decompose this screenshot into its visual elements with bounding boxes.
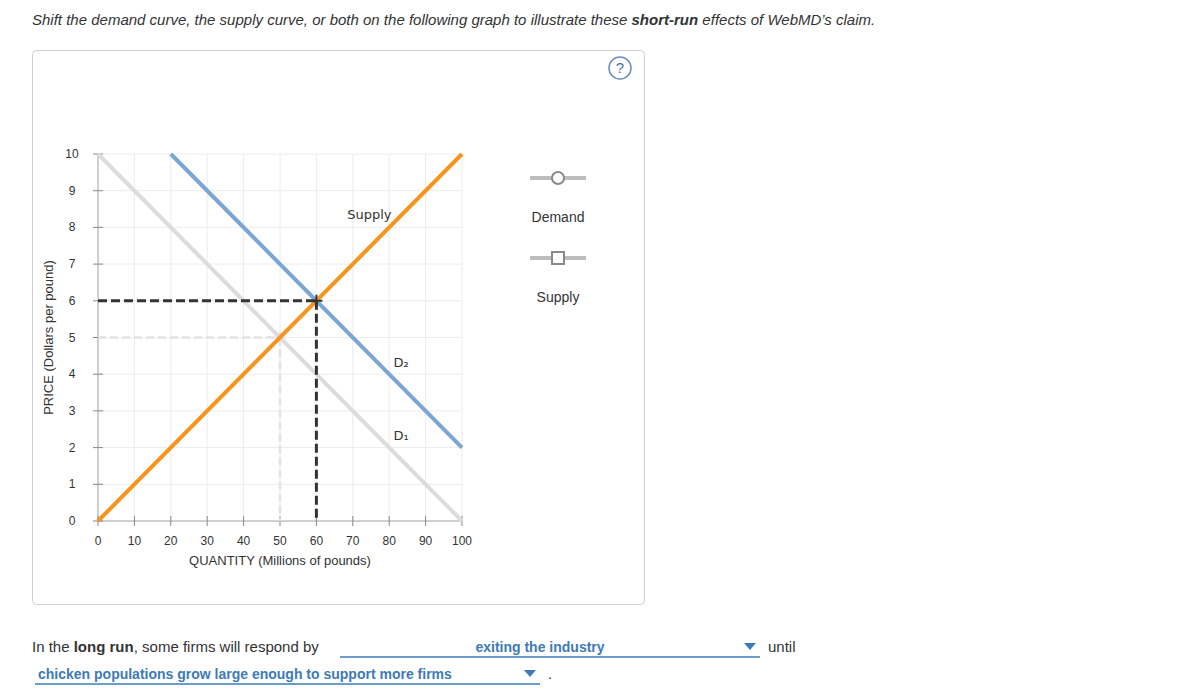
y-tick-label: 9 bbox=[69, 184, 76, 198]
y-tick bbox=[93, 447, 103, 448]
y-tick bbox=[93, 374, 103, 375]
y-tick-label: 7 bbox=[69, 257, 76, 271]
long-run-text: In the long run, some firms will respond… bbox=[32, 638, 319, 655]
grid-line-y bbox=[98, 300, 462, 301]
x-tick bbox=[243, 516, 244, 526]
y-tick bbox=[93, 264, 103, 265]
equilibrium-price-line bbox=[98, 299, 316, 302]
x-tick-label: 80 bbox=[383, 534, 397, 548]
x-tick bbox=[425, 516, 426, 526]
long-run-part: long run bbox=[74, 638, 134, 655]
dropdown-arrow[interactable] bbox=[744, 643, 756, 650]
page: Shift the demand curve, the supply curve… bbox=[0, 0, 1200, 693]
x-tick bbox=[352, 516, 353, 526]
help-text[interactable]: ? bbox=[616, 59, 624, 76]
x-tick bbox=[389, 516, 390, 526]
equilibrium-price-line bbox=[98, 336, 280, 339]
long-run-part: , some firms will respond by bbox=[134, 638, 320, 655]
palette-item[interactable]: Supply bbox=[530, 252, 586, 305]
y-tick-label: 5 bbox=[69, 331, 76, 345]
y-tick bbox=[93, 227, 103, 228]
palette-label[interactable]: Demand bbox=[532, 209, 585, 225]
x-tick-label: 10 bbox=[128, 534, 142, 548]
dropdown-arrow[interactable] bbox=[524, 670, 536, 677]
long-run-text: . bbox=[548, 665, 552, 682]
dropdown-text[interactable]: chicken populations grow large enough to… bbox=[38, 666, 452, 682]
equilibrium-quantity-line bbox=[315, 301, 318, 521]
curve-label: D₂ bbox=[394, 355, 409, 370]
x-tick-label: 30 bbox=[201, 534, 215, 548]
y-tick-label: 0 bbox=[69, 514, 76, 528]
equilibrium bbox=[98, 295, 322, 521]
x-tick-label: 60 bbox=[310, 534, 324, 548]
x-axis-title: QUANTITY (Millions of pounds) bbox=[189, 553, 371, 568]
long-run-part: In the bbox=[32, 638, 74, 655]
palette-label[interactable]: Supply bbox=[537, 289, 580, 305]
long-run-text: until bbox=[768, 638, 796, 655]
equilibrium-point bbox=[310, 295, 322, 307]
palette-marker[interactable] bbox=[552, 172, 564, 184]
curve bbox=[98, 154, 462, 521]
x-tick bbox=[170, 516, 171, 526]
dropdown-underline[interactable] bbox=[340, 656, 760, 658]
curve-label: D₁ bbox=[394, 428, 409, 443]
x-tick-label: 70 bbox=[346, 534, 360, 548]
dropdown[interactable]: chicken populations grow large enough to… bbox=[35, 666, 540, 684]
y-tick-label: 4 bbox=[69, 367, 76, 381]
y-tick-label: 1 bbox=[69, 477, 76, 491]
grid-line-y bbox=[98, 154, 462, 155]
x-tick bbox=[207, 516, 208, 526]
axes: 0123456789100102030405060708090100QUANTI… bbox=[41, 147, 472, 568]
instruction: Shift the demand curve, the supply curve… bbox=[32, 11, 875, 28]
grid bbox=[98, 154, 462, 521]
y-tick-label: 8 bbox=[69, 220, 76, 234]
dropdown[interactable]: exiting the industry bbox=[340, 639, 760, 657]
y-tick bbox=[93, 190, 103, 191]
graph-frame bbox=[33, 51, 645, 605]
grid-line-y bbox=[98, 190, 462, 191]
palette-marker[interactable] bbox=[552, 252, 564, 264]
x-tick-label: 100 bbox=[452, 534, 472, 548]
palette-item[interactable]: Demand bbox=[530, 172, 586, 225]
dropdown-text[interactable]: exiting the industry bbox=[475, 639, 604, 655]
grid-line-y bbox=[98, 227, 462, 228]
help-circle[interactable] bbox=[609, 57, 631, 79]
series-labels: D₁ D₂ Supply bbox=[347, 207, 409, 443]
y-tick bbox=[93, 410, 103, 411]
x-tick bbox=[134, 516, 135, 526]
plot-area bbox=[98, 154, 462, 521]
y-tick bbox=[93, 484, 103, 485]
dropdown-underline[interactable] bbox=[35, 683, 540, 685]
y-tick-label: 3 bbox=[69, 404, 76, 418]
curve-label: Supply bbox=[347, 207, 392, 222]
y-axis-title: PRICE (Dollars per pound) bbox=[41, 260, 56, 415]
help-button[interactable]: ? bbox=[609, 57, 631, 79]
x-tick-label: 50 bbox=[273, 534, 287, 548]
curve bbox=[98, 154, 462, 521]
x-tick-label: 0 bbox=[95, 534, 102, 548]
x-tick-label: 20 bbox=[164, 534, 178, 548]
x-tick-label: 40 bbox=[237, 534, 251, 548]
instruction-part: Shift the demand curve, the supply curve… bbox=[32, 11, 632, 28]
x-tick-label: 90 bbox=[419, 534, 433, 548]
instruction-part: short-run bbox=[632, 11, 699, 28]
y-tick-label: 10 bbox=[65, 147, 79, 161]
y-tick-label: 2 bbox=[69, 441, 76, 455]
y-tick-label: 6 bbox=[69, 294, 76, 308]
equilibrium-quantity-line bbox=[279, 338, 282, 522]
palette: Demand Supply bbox=[530, 172, 586, 305]
instruction-part: effects of WebMD’s claim. bbox=[698, 11, 875, 28]
